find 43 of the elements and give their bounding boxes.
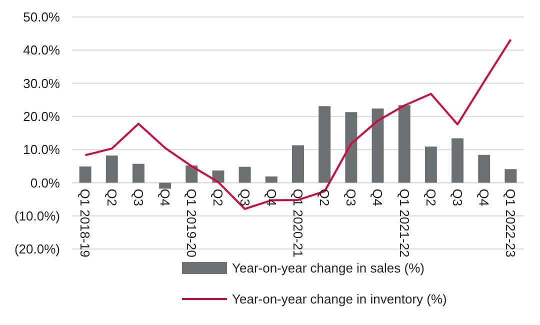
bar	[452, 138, 464, 183]
bar	[265, 176, 278, 183]
x-tick-label: Q2	[423, 188, 438, 206]
bar	[424, 146, 437, 183]
x-tick-label: Q4	[476, 188, 492, 206]
bar	[292, 145, 304, 183]
x-tick-label: Q3	[130, 188, 146, 206]
bar	[318, 106, 331, 183]
y-tick-label: 40.0%	[23, 42, 60, 58]
x-tick-label: Q4	[264, 188, 279, 206]
x-tick-label: Q1 2021-22	[396, 188, 412, 258]
y-tick-label: (20.0%)	[14, 242, 60, 257]
y-tick-label: 50.0%	[23, 10, 60, 25]
legend-label: Year-on-year change in inventory (%)	[232, 292, 447, 307]
x-tick-label: Q3	[450, 188, 465, 206]
x-tick-label: Q2	[317, 188, 332, 206]
bar	[186, 165, 198, 183]
y-tick-label: 20.0%	[23, 108, 60, 124]
y-tick-label: 30.0%	[23, 76, 60, 91]
y-tick-label: 10.0%	[23, 142, 60, 158]
x-tick-label: Q3	[237, 188, 252, 206]
y-tick-label: (10.0%)	[14, 208, 60, 224]
bar	[504, 169, 517, 183]
x-tick-label: Q4	[370, 188, 386, 206]
x-tick-label: Q2	[104, 188, 120, 206]
x-tick-label: Q1 2022-23	[503, 188, 518, 258]
bar	[132, 164, 144, 183]
x-tick-label: Q1 2019-20	[184, 188, 200, 258]
bar	[106, 156, 118, 183]
bar	[238, 166, 251, 183]
x-tick-label: Q1 2020-21	[290, 188, 306, 258]
bar	[372, 108, 384, 183]
bar	[159, 182, 172, 189]
bar	[478, 154, 490, 183]
bar	[79, 166, 92, 183]
bar	[398, 105, 410, 183]
x-tick-label: Q4	[158, 188, 173, 206]
x-tick-label: Q3	[344, 188, 359, 206]
x-tick-label: Q2	[210, 188, 226, 206]
legend-label: Year-on-year change in sales (%)	[232, 260, 424, 276]
x-tick-label: Q1 2018-19	[78, 188, 93, 258]
y-tick-label: 0.0%	[30, 175, 60, 190]
bar	[345, 112, 358, 183]
